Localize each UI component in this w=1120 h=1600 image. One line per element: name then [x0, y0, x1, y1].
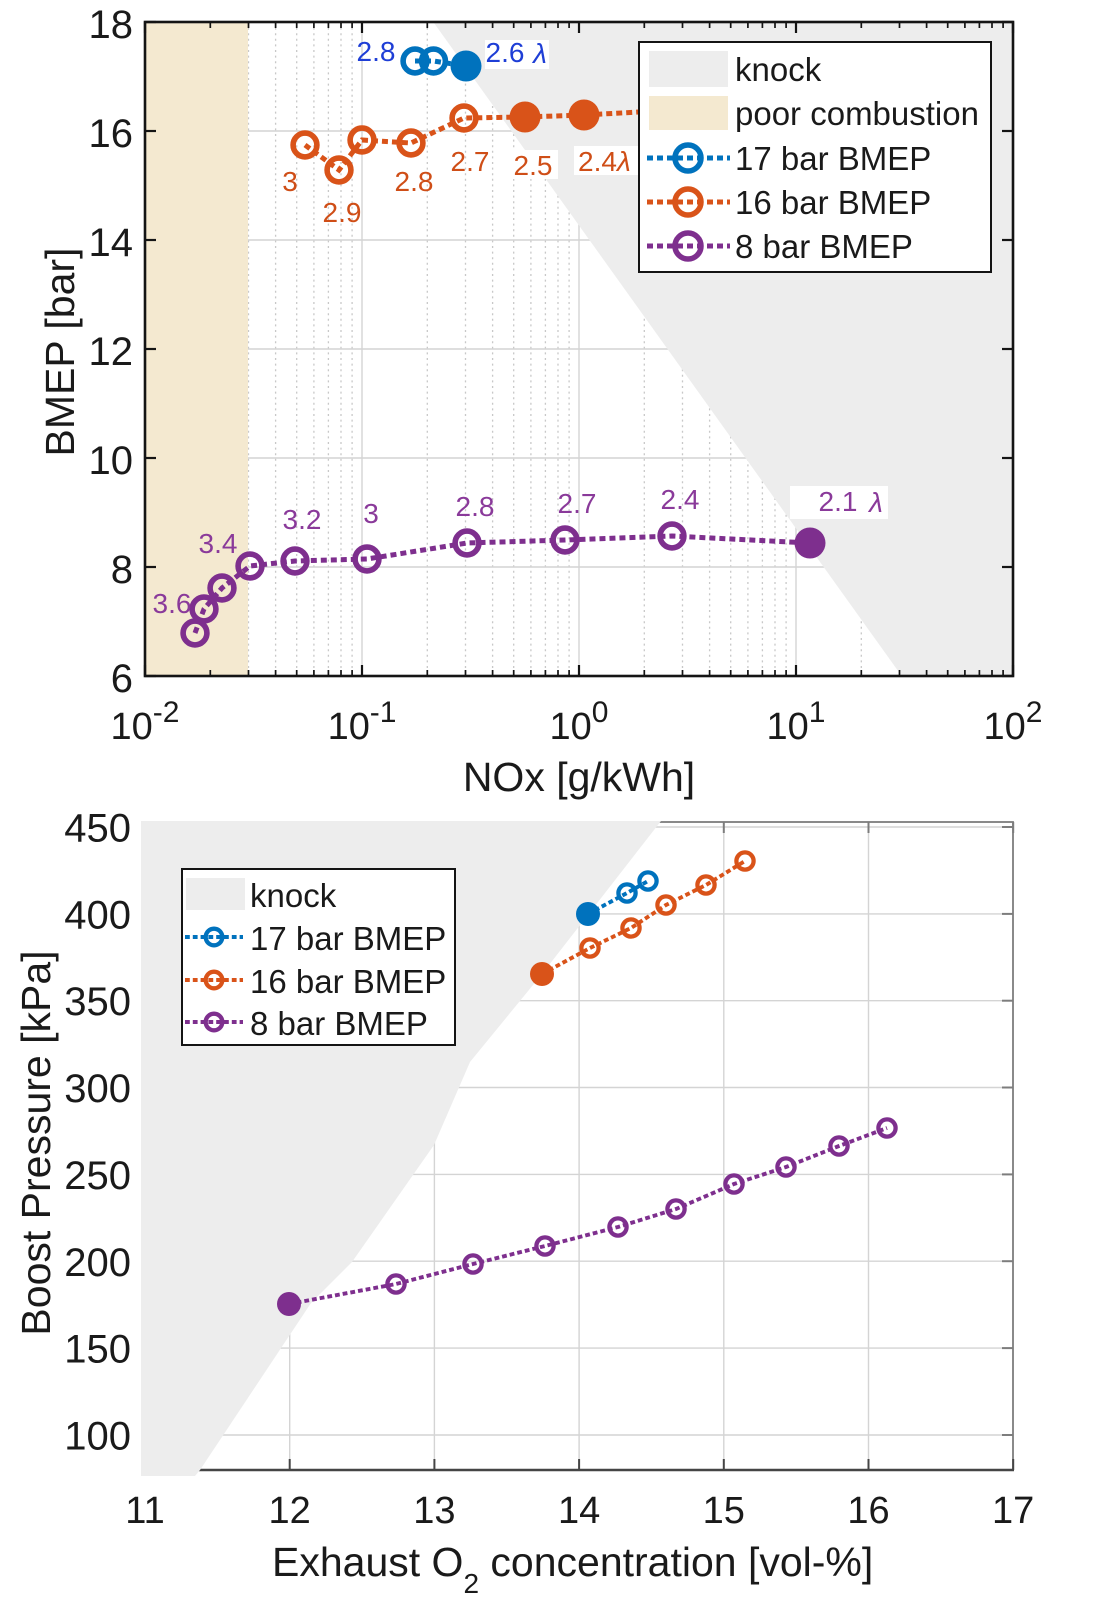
svg-text:13: 13 — [413, 1490, 455, 1532]
svg-text:400: 400 — [64, 893, 131, 937]
svg-text:-2: -2 — [153, 696, 180, 729]
svg-text:BMEP [bar]: BMEP [bar] — [37, 248, 83, 457]
svg-text:knock: knock — [735, 51, 822, 88]
svg-text:250: 250 — [64, 1154, 131, 1198]
svg-text:8 bar BMEP: 8 bar BMEP — [735, 228, 913, 265]
svg-text:350: 350 — [64, 980, 131, 1024]
svg-text:λ: λ — [867, 487, 883, 518]
svg-text:8 bar BMEP: 8 bar BMEP — [250, 1005, 428, 1042]
svg-text:200: 200 — [64, 1241, 131, 1285]
svg-text:16 bar BMEP: 16 bar BMEP — [735, 184, 931, 221]
svg-text:100: 100 — [64, 1414, 131, 1458]
svg-text:10: 10 — [550, 706, 592, 748]
svg-text:8: 8 — [111, 548, 133, 592]
svg-text:-1: -1 — [370, 696, 397, 729]
svg-text:2.6: 2.6 — [486, 37, 525, 68]
svg-text:17: 17 — [992, 1490, 1034, 1532]
svg-text:150: 150 — [64, 1328, 131, 1372]
svg-text:10: 10 — [89, 439, 134, 483]
svg-text:14: 14 — [89, 221, 134, 265]
svg-text:10: 10 — [984, 706, 1026, 748]
svg-text:15: 15 — [703, 1490, 745, 1532]
svg-text:17 bar BMEP: 17 bar BMEP — [250, 920, 446, 957]
svg-text:NOx [g/kWh]: NOx [g/kWh] — [463, 754, 695, 800]
svg-text:10: 10 — [111, 706, 153, 748]
svg-text:17 bar BMEP: 17 bar BMEP — [735, 140, 931, 177]
svg-text:12: 12 — [269, 1490, 311, 1532]
svg-text:3.4: 3.4 — [199, 528, 238, 559]
svg-text:16: 16 — [89, 112, 134, 156]
svg-text:16 bar BMEP: 16 bar BMEP — [250, 963, 446, 1000]
svg-text:10: 10 — [767, 706, 809, 748]
svg-text:2.4: 2.4 — [661, 484, 700, 515]
svg-text:14: 14 — [558, 1490, 600, 1532]
svg-text:12: 12 — [89, 330, 134, 374]
svg-text:2.8: 2.8 — [357, 36, 396, 67]
svg-text:2.7: 2.7 — [558, 488, 597, 519]
svg-text:3.6: 3.6 — [153, 588, 192, 619]
svg-text:3: 3 — [282, 166, 298, 197]
svg-text:2.5: 2.5 — [514, 150, 553, 181]
svg-text:3: 3 — [363, 498, 379, 529]
svg-text:2.9: 2.9 — [323, 197, 362, 228]
svg-text:Boost Pressure [kPa]: Boost Pressure [kPa] — [13, 950, 59, 1335]
svg-text:1: 1 — [809, 696, 826, 729]
svg-text:300: 300 — [64, 1067, 131, 1111]
svg-text:16: 16 — [847, 1490, 889, 1532]
svg-text:2.8: 2.8 — [456, 491, 495, 522]
svg-text:knock: knock — [250, 877, 337, 914]
svg-text:λ: λ — [531, 38, 547, 69]
svg-text:6: 6 — [111, 657, 133, 701]
svg-text:0: 0 — [592, 696, 609, 729]
svg-text:10: 10 — [328, 706, 370, 748]
svg-text:poor combustion: poor combustion — [735, 95, 979, 132]
svg-text:11: 11 — [125, 1490, 164, 1532]
svg-text:450: 450 — [64, 807, 131, 851]
svg-text:18: 18 — [89, 3, 134, 47]
svg-text:2.4λ: 2.4λ — [578, 146, 631, 177]
svg-text:2.1: 2.1 — [819, 486, 858, 517]
svg-text:2.8: 2.8 — [395, 166, 434, 197]
svg-text:2: 2 — [1026, 696, 1043, 729]
svg-text:2.7: 2.7 — [451, 146, 490, 177]
svg-text:3.2: 3.2 — [283, 504, 322, 535]
